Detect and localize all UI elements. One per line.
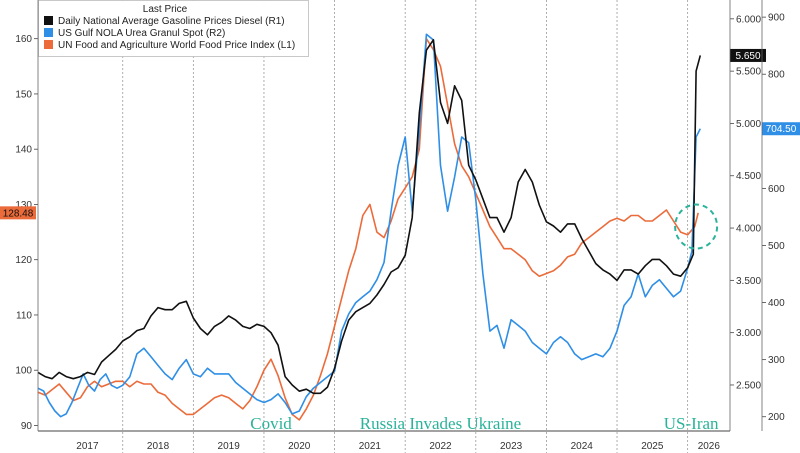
highlight-ring bbox=[674, 203, 719, 250]
legend-entry-label: Daily National Average Gasoline Prices D… bbox=[58, 16, 285, 27]
annotations: Covid Russia Invades Ukraine US-Iran bbox=[250, 414, 719, 433]
x-tick-label: 2020 bbox=[288, 441, 311, 452]
x-tick-label: 2019 bbox=[218, 441, 241, 452]
right1-axis-ticks: 2.500 3.000 3.500 4.000 4.500 5.000 5.500 6.000 bbox=[730, 14, 761, 391]
legend-box bbox=[38, 0, 309, 57]
diesel-last-price-tag: 5.650 bbox=[730, 48, 766, 62]
legend-entry-label: UN Food and Agriculture World Food Price… bbox=[58, 40, 295, 51]
x-tick-label: 2025 bbox=[641, 441, 664, 452]
legend-swatch bbox=[44, 28, 53, 37]
legend-entry-label: US Gulf NOLA Urea Granul Spot (R2) bbox=[58, 28, 225, 39]
right1-tick-label: 6.000 bbox=[736, 14, 761, 25]
tag-text: 704.50 bbox=[766, 124, 797, 135]
right1-tick-label: 4.000 bbox=[736, 224, 761, 235]
right2-tick-label: 400 bbox=[768, 298, 785, 309]
last-price-tags: 5.650 704.50 128.48 bbox=[0, 48, 800, 220]
annotation-label: Covid bbox=[250, 414, 292, 433]
left-axis-ticks: 90 100 110 120 130 140 150 160 bbox=[15, 34, 38, 432]
vertical-grid bbox=[122, 0, 689, 453]
left-tick-label: 100 bbox=[15, 366, 32, 377]
right2-tick-label: 500 bbox=[768, 241, 785, 252]
left-tick-label: 120 bbox=[15, 255, 32, 266]
left-tick-label: 160 bbox=[15, 34, 32, 45]
left-tick-label: 110 bbox=[16, 310, 32, 321]
legend-swatch bbox=[44, 16, 53, 25]
legend-swatch bbox=[44, 40, 53, 49]
tag-background bbox=[730, 48, 766, 62]
right1-tick-label: 3.000 bbox=[736, 328, 761, 339]
x-axis-labels: 2017 2018 2019 2020 2021 2022 2023 2024 2025 2026 bbox=[76, 441, 720, 452]
urea-last-price-tag: 704.50 bbox=[762, 122, 800, 136]
series-lines bbox=[37, 33, 702, 421]
right1-tick-label: 2.500 bbox=[736, 380, 761, 391]
food-last-price-tag: 128.48 bbox=[0, 206, 36, 220]
left-tick-label: 140 bbox=[15, 145, 32, 156]
x-tick-label: 2026 bbox=[698, 441, 721, 452]
right2-tick-label: 900 bbox=[768, 13, 785, 24]
left-tick-label: 90 bbox=[21, 421, 33, 432]
food-series-line bbox=[37, 37, 699, 421]
urea-series-line bbox=[37, 33, 702, 418]
right2-tick-label: 200 bbox=[768, 412, 785, 423]
left-tick-label: 150 bbox=[15, 89, 32, 100]
x-tick-label: 2023 bbox=[500, 441, 523, 452]
legend-title: Last Price bbox=[143, 4, 188, 15]
annotation-label: US-Iran bbox=[664, 414, 719, 433]
right1-tick-label: 3.500 bbox=[736, 276, 761, 287]
x-tick-label: 2018 bbox=[147, 441, 170, 452]
right1-tick-label: 5.500 bbox=[736, 67, 761, 78]
left-tick-label: 130 bbox=[15, 200, 32, 211]
x-tick-label: 2021 bbox=[359, 441, 382, 452]
right1-tick-label: 4.500 bbox=[736, 171, 761, 182]
right2-tick-label: 300 bbox=[768, 355, 785, 366]
right2-tick-label: 600 bbox=[768, 184, 785, 195]
tag-text: 5.650 bbox=[735, 51, 760, 62]
x-tick-label: 2017 bbox=[76, 441, 99, 452]
highlight-circle bbox=[674, 203, 719, 250]
right2-tick-label: 800 bbox=[768, 70, 785, 81]
tag-text: 128.48 bbox=[3, 208, 34, 219]
annotation-label: Russia Invades Ukraine bbox=[360, 414, 521, 433]
tag-background bbox=[0, 206, 36, 220]
diesel-series-line bbox=[37, 39, 702, 395]
x-tick-label: 2024 bbox=[571, 441, 594, 452]
tag-background bbox=[762, 122, 800, 136]
right1-tick-label: 5.000 bbox=[736, 119, 761, 130]
x-tick-label: 2022 bbox=[429, 441, 452, 452]
